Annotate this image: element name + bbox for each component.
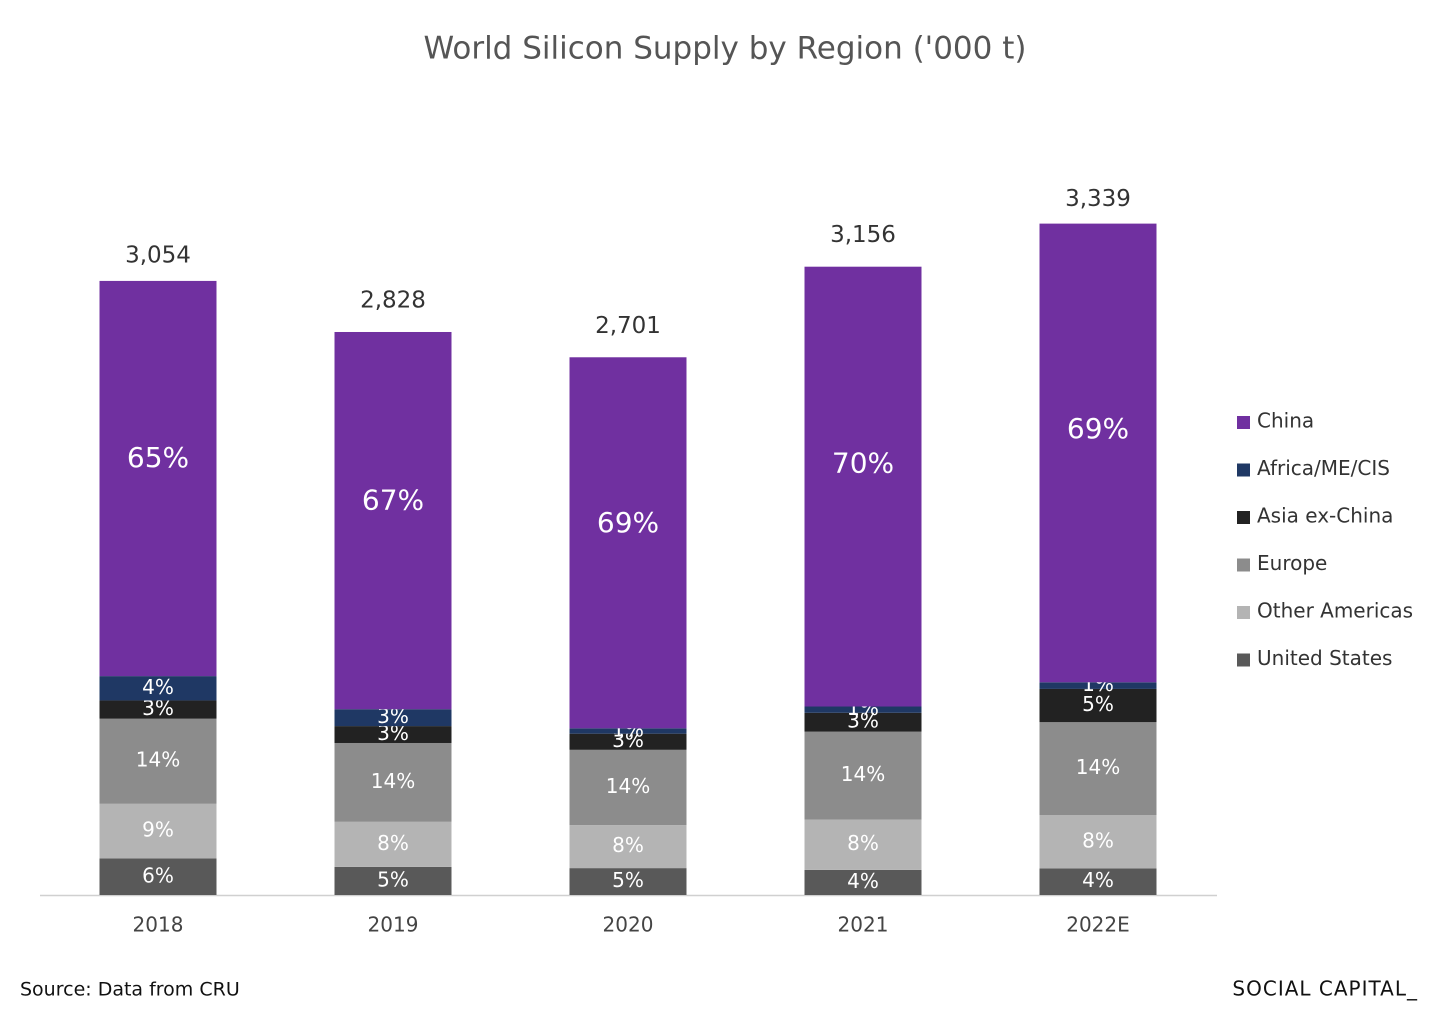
x-tick-label: 2021 <box>838 913 889 937</box>
bar-segment <box>334 821 452 867</box>
x-tick-label: 2022E <box>1066 913 1130 937</box>
data-label: 4% <box>1082 868 1114 892</box>
data-label: 4% <box>142 675 174 699</box>
x-tick-label: 2019 <box>368 913 419 937</box>
total-label: 3,054 <box>125 243 191 269</box>
bar-segment <box>569 825 687 869</box>
bar-segment <box>804 869 922 895</box>
bar-segment <box>99 676 217 701</box>
legend-label: Africa/ME/CIS <box>1257 456 1390 480</box>
data-label: 65% <box>127 441 189 474</box>
data-label: 69% <box>597 506 659 539</box>
data-label: 8% <box>1082 828 1114 852</box>
bar-segment <box>1039 722 1157 816</box>
bar-segment <box>569 868 687 895</box>
data-label: 70% <box>832 447 894 480</box>
total-label: 2,701 <box>595 313 661 339</box>
data-label: 9% <box>142 818 174 842</box>
bar-segment <box>334 866 452 895</box>
data-label: 14% <box>841 762 885 786</box>
data-label: 8% <box>847 831 879 855</box>
legend-label: Other Americas <box>1257 599 1413 623</box>
legend-label: Europe <box>1257 551 1327 575</box>
bar-segment <box>1039 223 1157 683</box>
x-tick-label: 2020 <box>603 913 654 937</box>
data-label: 8% <box>612 833 644 857</box>
total-label: 3,156 <box>830 222 896 248</box>
bar-segment <box>334 742 452 822</box>
data-label: 14% <box>136 748 180 772</box>
bar-segment <box>99 718 217 804</box>
bar-segment <box>1039 682 1157 689</box>
bar-segment <box>569 733 687 750</box>
bar-segment <box>99 280 217 677</box>
bar-segment <box>1039 815 1157 869</box>
data-label: 69% <box>1067 412 1129 445</box>
data-label: 5% <box>377 867 409 891</box>
legend-swatch <box>1237 606 1250 619</box>
bar-segment <box>334 726 452 743</box>
legend-swatch <box>1237 416 1250 429</box>
brand: SOCIAL CAPITAL_ <box>1232 977 1418 1001</box>
bar-segment <box>1039 688 1157 723</box>
legend-swatch <box>1237 511 1250 524</box>
data-label: 5% <box>612 868 644 892</box>
bar-segment <box>804 266 922 707</box>
bar-segment <box>334 331 452 710</box>
total-label: 3,339 <box>1065 186 1131 212</box>
bar-segment <box>99 700 217 719</box>
bar-segment <box>334 709 452 727</box>
x-tick-label: 2018 <box>133 913 184 937</box>
legend-label: China <box>1257 409 1314 433</box>
bar-segment <box>804 712 922 732</box>
data-label: 14% <box>1076 755 1120 779</box>
data-label: 14% <box>606 774 650 798</box>
data-label: 4% <box>847 869 879 893</box>
data-label: 67% <box>362 484 424 517</box>
total-label: 2,828 <box>360 287 426 313</box>
chart-title: World Silicon Supply by Region ('000 t) <box>424 31 1027 67</box>
data-label: 6% <box>142 863 174 887</box>
bar-segment <box>99 858 217 895</box>
legend-label: Asia ex-China <box>1257 504 1393 528</box>
bar-segment <box>1039 868 1157 895</box>
legend-swatch <box>1237 463 1250 477</box>
source: Source: Data from CRU <box>20 979 240 1001</box>
legend-label: United States <box>1257 646 1392 670</box>
bar-segment <box>804 706 922 713</box>
data-label: 5% <box>1082 692 1114 716</box>
data-label: 8% <box>377 831 409 855</box>
bar-segment <box>569 728 687 734</box>
bar-segment <box>99 803 217 859</box>
bar-segment <box>569 749 687 826</box>
bar-segment <box>804 819 922 870</box>
bar-segment <box>804 731 922 820</box>
data-label: 14% <box>371 769 415 793</box>
legend-swatch <box>1237 558 1250 572</box>
legend-swatch <box>1237 653 1250 667</box>
bar-segment <box>569 357 687 729</box>
